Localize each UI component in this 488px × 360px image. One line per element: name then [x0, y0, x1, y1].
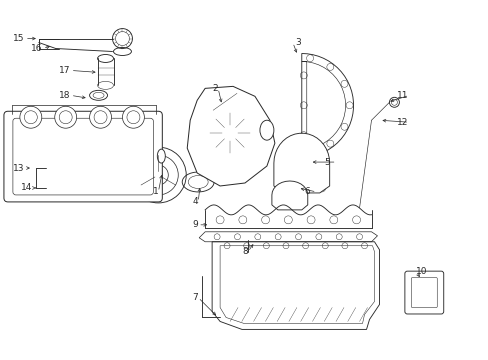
Text: 17: 17 — [59, 66, 70, 75]
Ellipse shape — [55, 106, 77, 128]
Text: 18: 18 — [59, 91, 70, 100]
Ellipse shape — [122, 106, 144, 128]
Polygon shape — [273, 133, 329, 193]
Circle shape — [388, 97, 399, 107]
Polygon shape — [187, 86, 274, 186]
Text: 14: 14 — [21, 184, 32, 193]
Text: 13: 13 — [13, 163, 24, 172]
Text: 4: 4 — [192, 197, 198, 206]
Polygon shape — [212, 242, 379, 329]
Text: 6: 6 — [304, 188, 310, 197]
FancyBboxPatch shape — [404, 271, 443, 314]
Text: 2: 2 — [212, 84, 218, 93]
Circle shape — [112, 28, 132, 49]
Ellipse shape — [260, 120, 273, 140]
Text: 8: 8 — [242, 247, 247, 256]
Circle shape — [130, 147, 186, 203]
Polygon shape — [271, 181, 307, 210]
Text: 7: 7 — [192, 293, 198, 302]
Text: 16: 16 — [31, 44, 42, 53]
Text: 9: 9 — [192, 220, 198, 229]
Text: 10: 10 — [415, 267, 426, 276]
Text: 12: 12 — [397, 118, 408, 127]
Ellipse shape — [157, 149, 165, 163]
Text: 11: 11 — [397, 91, 408, 100]
Text: 3: 3 — [294, 38, 300, 47]
Ellipse shape — [20, 106, 41, 128]
Text: 5: 5 — [324, 158, 330, 167]
FancyBboxPatch shape — [4, 111, 162, 202]
Text: 15: 15 — [13, 34, 24, 43]
Ellipse shape — [89, 106, 111, 128]
Text: 1: 1 — [152, 188, 158, 197]
